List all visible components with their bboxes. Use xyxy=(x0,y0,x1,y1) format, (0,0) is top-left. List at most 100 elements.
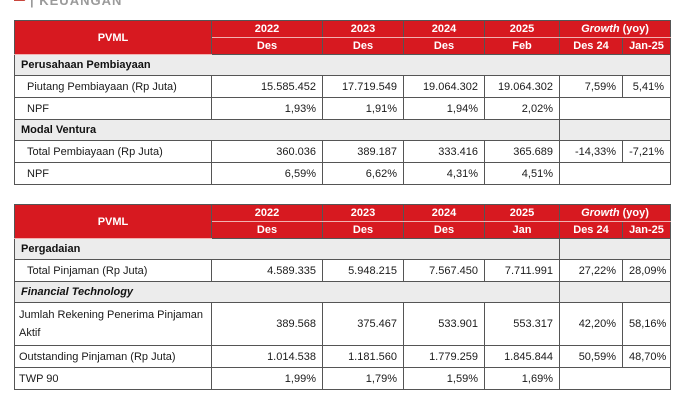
pvml-table-2: PVML 2022 2023 2024 2025 Growth (yoy) De… xyxy=(14,204,671,390)
growth-col-header: Des 24 xyxy=(559,37,623,55)
value-cell: 1.181.560 xyxy=(322,345,404,368)
value-cell: 5.948.215 xyxy=(322,259,404,282)
empty-cell xyxy=(559,238,671,260)
value-cell: 360.036 xyxy=(211,140,323,163)
header-row-years: PVML 2022 2023 2024 2025 Growth (yoy) xyxy=(14,20,671,55)
row-label-line: Aktif xyxy=(19,327,41,339)
growth-header: Growth (yoy) xyxy=(559,204,671,222)
value-cell: 4,51% xyxy=(484,162,560,185)
section-row: Perusahaan Pembiayaan xyxy=(14,54,671,76)
growth-cell: 27,22% xyxy=(559,259,623,282)
year-header: 2024 xyxy=(403,204,485,222)
value-cell: 19.064.302 xyxy=(403,75,485,98)
row-label: Jumlah Rekening Penerima Pinjaman Aktif xyxy=(14,302,212,346)
growth-cell: -7,21% xyxy=(622,140,671,163)
section-row: Modal Ventura xyxy=(14,119,671,141)
value-cell: 365.689 xyxy=(484,140,560,163)
growth-col-header: Jan-25 xyxy=(622,37,671,55)
row-label: Piutang Pembiayaan (Rp Juta) xyxy=(14,75,212,98)
value-cell: 1,94% xyxy=(403,97,485,120)
month-header: Jan xyxy=(484,221,560,239)
year-header: 2023 xyxy=(322,204,404,222)
value-cell: 1,99% xyxy=(211,367,323,390)
table-row: TWP 90 1,99% 1,79% 1,59% 1,69% xyxy=(14,367,671,390)
table-row: NPF 6,59% 6,62% 4,31% 4,51% xyxy=(14,162,671,185)
empty-cell xyxy=(559,97,671,120)
month-header: Feb xyxy=(484,37,560,55)
section-row: Financial Technology xyxy=(14,281,671,303)
year-header: 2022 xyxy=(211,20,323,38)
table-row: Outstanding Pinjaman (Rp Juta) 1.014.538… xyxy=(14,345,671,368)
value-cell: 1,93% xyxy=(211,97,323,120)
month-header: Des xyxy=(322,221,404,239)
value-cell: 1,69% xyxy=(484,367,560,390)
section-title: Pergadaian xyxy=(14,238,560,260)
value-cell: 17.719.549 xyxy=(322,75,404,98)
table-row: Total Pembiayaan (Rp Juta) 360.036 389.1… xyxy=(14,140,671,163)
row-label: Outstanding Pinjaman (Rp Juta) xyxy=(14,345,212,368)
value-cell: 333.416 xyxy=(403,140,485,163)
value-cell: 389.187 xyxy=(322,140,404,163)
growth-cell: 42,20% xyxy=(559,302,623,346)
year-header: 2024 xyxy=(403,20,485,38)
row-label: NPF xyxy=(14,97,212,120)
growth-col-header: Jan-25 xyxy=(622,221,671,239)
year-header: 2022 xyxy=(211,204,323,222)
row-label: Total Pinjaman (Rp Juta) xyxy=(14,259,212,282)
value-cell: 7.711.991 xyxy=(484,259,560,282)
table-row: NPF 1,93% 1,91% 1,94% 2,02% xyxy=(14,97,671,120)
growth-cell: 50,59% xyxy=(559,345,623,368)
growth-cell: 58,16% xyxy=(622,302,671,346)
year-header: 2023 xyxy=(322,20,404,38)
value-cell: 2,02% xyxy=(484,97,560,120)
value-cell: 1.779.259 xyxy=(403,345,485,368)
pvml-table-1: PVML 2022 2023 2024 2025 Growth (yoy) De… xyxy=(14,20,671,185)
row-label-line: Jumlah Rekening Penerima Pinjaman xyxy=(19,309,204,321)
value-cell: 6,59% xyxy=(211,162,323,185)
growth-label: Growth xyxy=(581,23,620,35)
value-cell: 1,91% xyxy=(322,97,404,120)
month-header: Des xyxy=(403,221,485,239)
logo-icon xyxy=(14,0,26,7)
value-cell: 1,79% xyxy=(322,367,404,390)
empty-cell xyxy=(559,367,671,390)
header-row-months: Des Des Des Feb Des 24 Jan-25 xyxy=(15,37,671,55)
value-cell: 1.845.844 xyxy=(484,345,560,368)
section-title: Financial Technology xyxy=(14,281,560,303)
section-row: Pergadaian xyxy=(14,238,671,260)
month-header: Des xyxy=(403,37,485,55)
row-label: Total Pembiayaan (Rp Juta) xyxy=(14,140,212,163)
growth-cell: 5,41% xyxy=(622,75,671,98)
value-cell: 4,31% xyxy=(403,162,485,185)
growth-label: Growth xyxy=(581,207,620,219)
month-header: Des xyxy=(322,37,404,55)
brand-header: | KEUANGAN xyxy=(14,0,122,8)
empty-cell xyxy=(559,162,671,185)
pvml-header: PVML xyxy=(14,204,212,239)
value-cell: 7.567.450 xyxy=(403,259,485,282)
row-label: TWP 90 xyxy=(14,367,212,390)
section-title: Perusahaan Pembiayaan xyxy=(14,54,671,76)
value-cell: 15.585.452 xyxy=(211,75,323,98)
value-cell: 553.317 xyxy=(484,302,560,346)
value-cell: 1.014.538 xyxy=(211,345,323,368)
value-cell: 389.568 xyxy=(211,302,323,346)
growth-unit: (yoy) xyxy=(619,207,649,219)
value-cell: 1,59% xyxy=(403,367,485,390)
table-row: Jumlah Rekening Penerima Pinjaman Aktif 3… xyxy=(14,302,671,346)
value-cell: 375.467 xyxy=(322,302,404,346)
value-cell: 19.064.302 xyxy=(484,75,560,98)
growth-cell: 28,09% xyxy=(622,259,671,282)
empty-cell xyxy=(559,281,671,303)
row-label: NPF xyxy=(14,162,212,185)
empty-cell xyxy=(559,119,671,141)
growth-cell: 7,59% xyxy=(559,75,623,98)
month-header: Des xyxy=(211,221,323,239)
value-cell: 4.589.335 xyxy=(211,259,323,282)
growth-unit: (yoy) xyxy=(619,23,649,35)
growth-col-header: Des 24 xyxy=(559,221,623,239)
section-title: Modal Ventura xyxy=(14,119,560,141)
table-row: Total Pinjaman (Rp Juta) 4.589.335 5.948… xyxy=(14,259,671,282)
year-header: 2025 xyxy=(484,204,560,222)
value-cell: 6,62% xyxy=(322,162,404,185)
